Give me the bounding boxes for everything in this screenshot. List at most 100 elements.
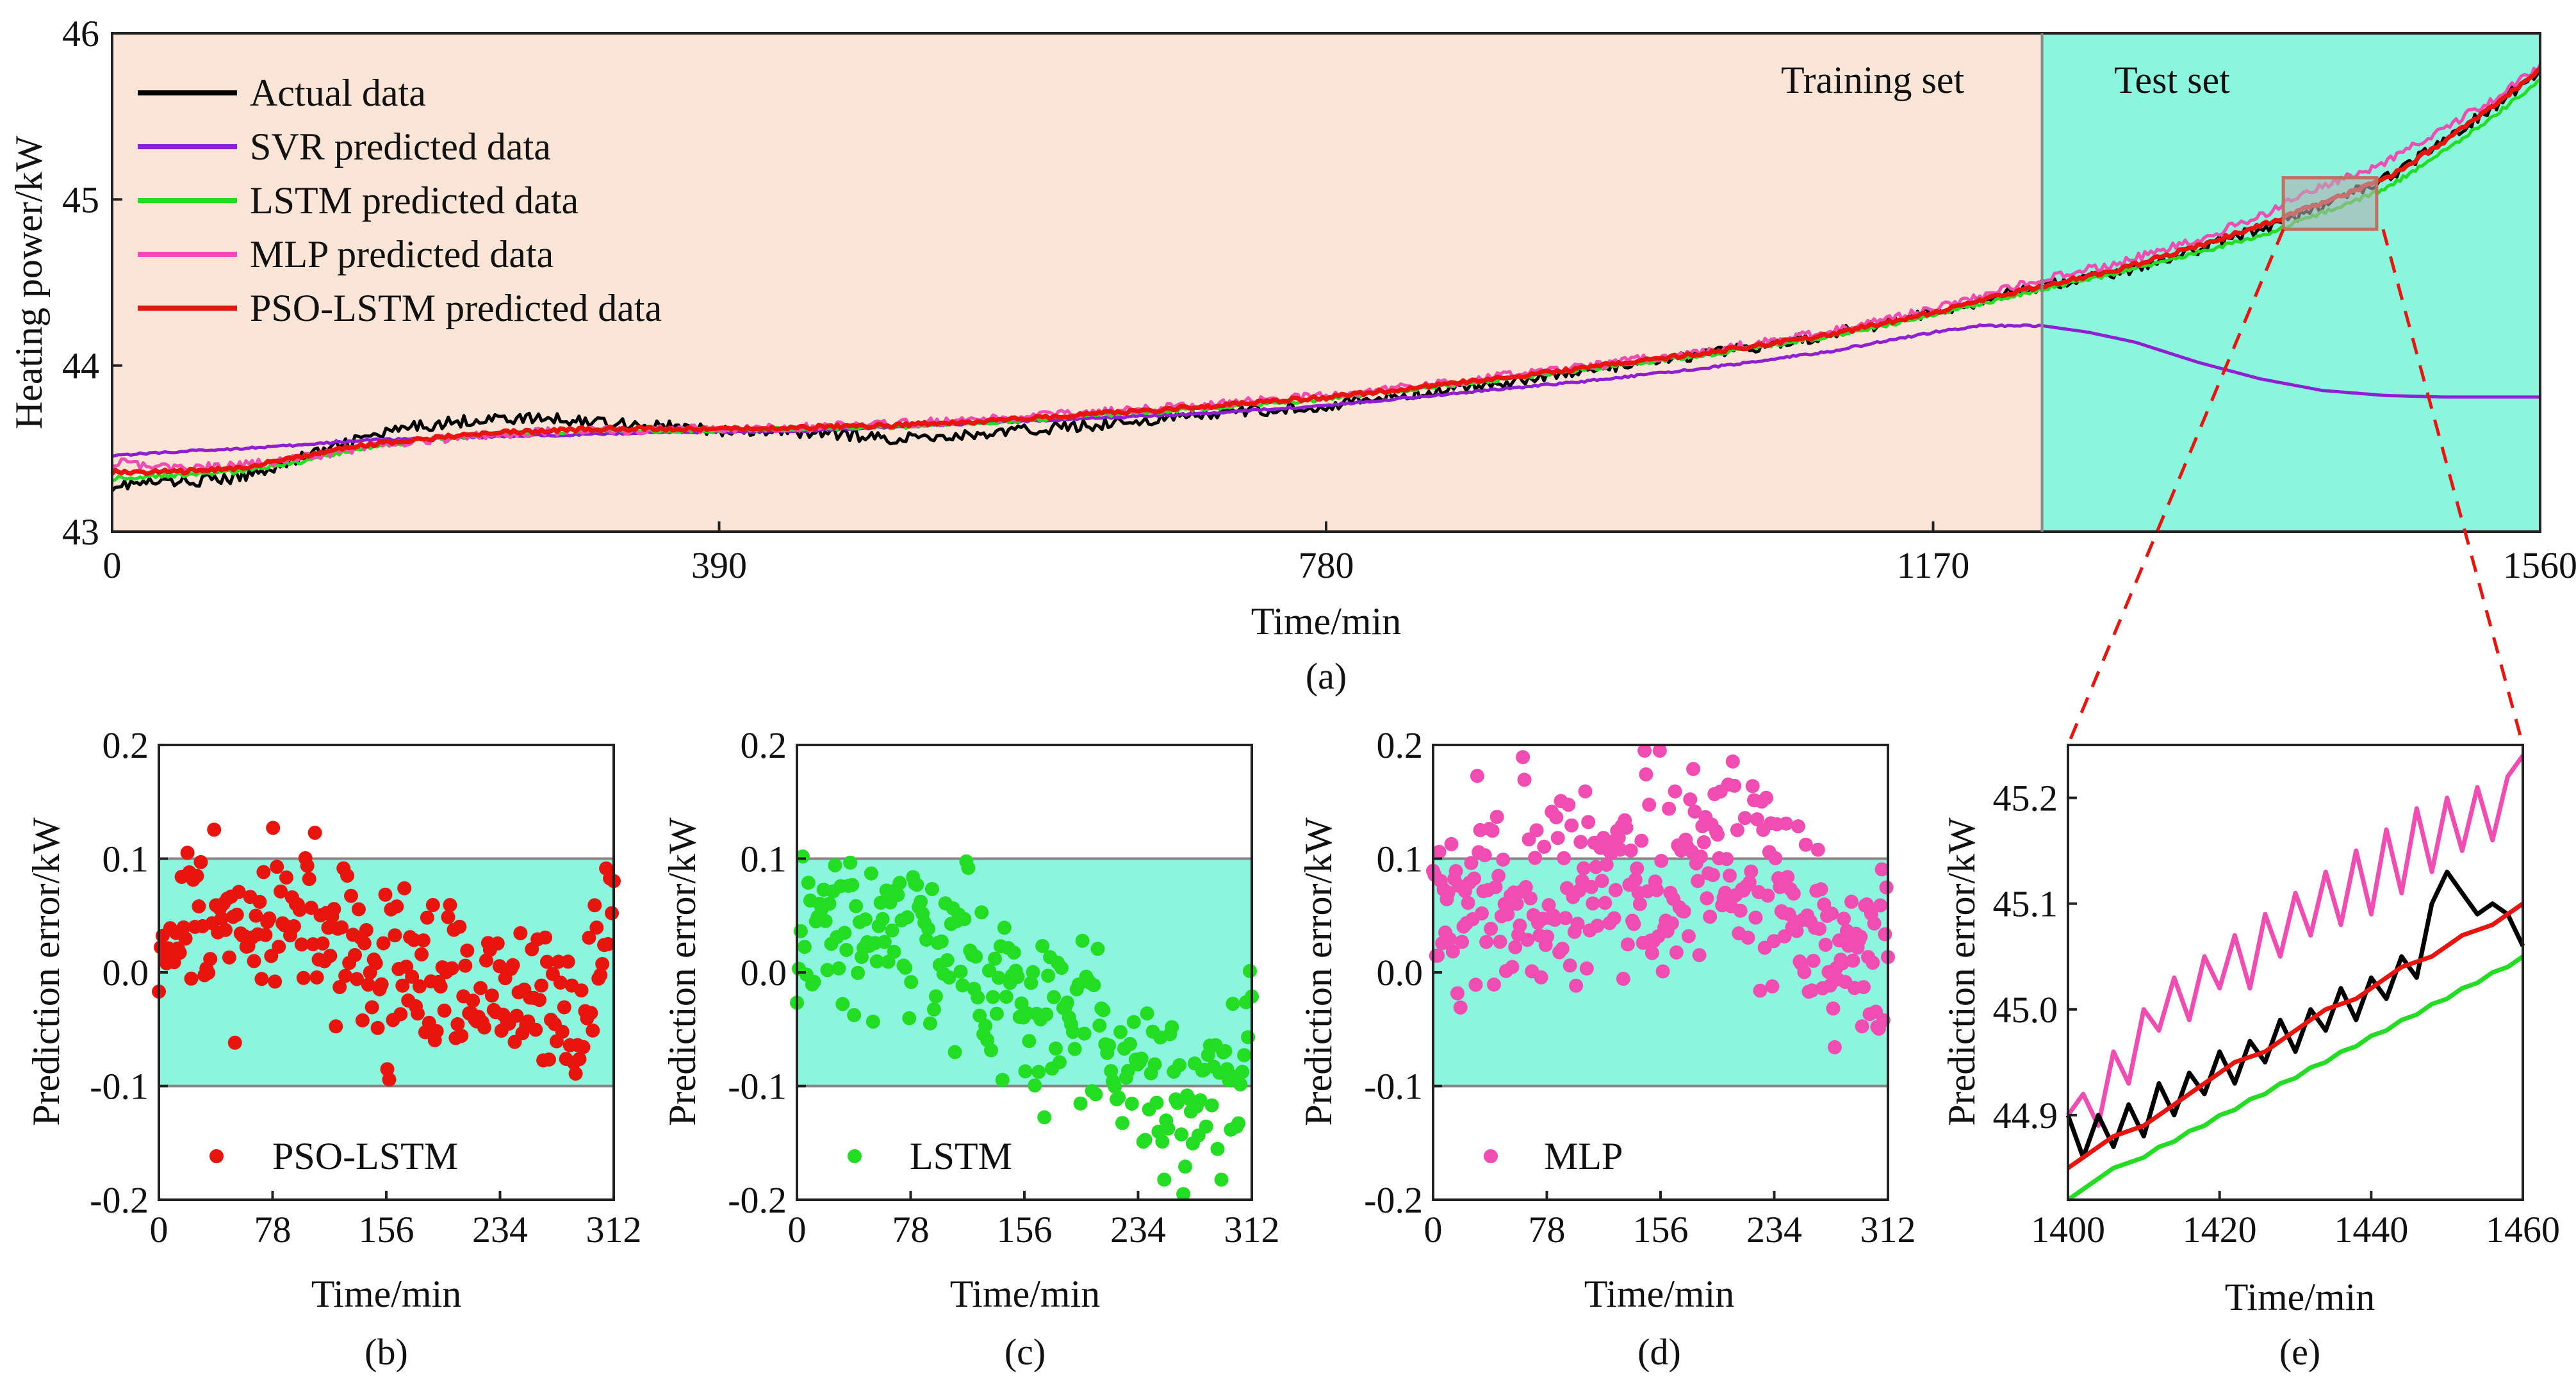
scatter-point: [1844, 894, 1858, 909]
scatter-point: [172, 945, 187, 960]
scatter-point: [1607, 911, 1621, 926]
scatter-point: [1683, 792, 1698, 806]
scatter-point: [300, 858, 315, 873]
scatter-point: [1214, 1172, 1229, 1187]
scatter-point: [1157, 1172, 1172, 1187]
scatter-point: [1855, 1019, 1869, 1034]
scatter-point: [1204, 1098, 1219, 1113]
scatter-point: [820, 963, 835, 977]
scatter-point: [466, 993, 480, 1008]
scatter-point: [473, 981, 488, 995]
scatter-point: [1719, 852, 1734, 867]
scatter-point: [605, 906, 619, 920]
panel-e-caption: (e): [2279, 1331, 2320, 1373]
scatter-point: [1470, 769, 1484, 783]
scatter-point: [254, 972, 269, 986]
scatter-point: [258, 928, 273, 942]
panel-e-ylabel: Prediction error/kW: [1940, 817, 1983, 1126]
scatter-point: [942, 970, 956, 985]
scatter-point: [1006, 945, 1021, 960]
scatter-point: [1557, 851, 1571, 865]
scatter-point: [885, 923, 899, 938]
scatter-point: [1518, 879, 1533, 894]
scatter-point: [1067, 1042, 1082, 1056]
scatter-point: [1691, 874, 1705, 888]
zoom-connector-right: [2381, 229, 2525, 746]
scatter-point: [1730, 822, 1744, 837]
scatter-point: [1586, 896, 1600, 911]
scatter-point: [1745, 779, 1760, 794]
panel-a-x-ticks: 0 390 780 1170 1560: [103, 521, 2576, 586]
scatter-point: [1540, 929, 1555, 944]
scatter-point: [1528, 851, 1543, 865]
scatter-point: [1642, 797, 1657, 812]
scatter-point: [1652, 743, 1667, 758]
scatter-point: [1087, 978, 1101, 992]
scatter-point: [1686, 762, 1701, 776]
scatter-point: [1077, 1026, 1092, 1041]
scatter-point: [1818, 937, 1833, 952]
xtick-label: 312: [1860, 1209, 1916, 1250]
ytick-label: 0.2: [1377, 724, 1423, 766]
scatter-point: [393, 1007, 408, 1022]
scatter-point: [1773, 879, 1787, 894]
scatter-point: [1561, 797, 1576, 812]
scatter-point: [593, 968, 608, 983]
scatter-point: [1487, 977, 1501, 992]
scatter-point: [1088, 1087, 1103, 1102]
scatter-point: [1441, 885, 1456, 900]
scatter-point: [1432, 844, 1447, 859]
scatter-point: [1134, 1051, 1149, 1066]
scatter-point: [1102, 1038, 1117, 1053]
scatter-point: [984, 1043, 998, 1058]
scatter-point: [1627, 917, 1641, 931]
scatter-point: [1516, 750, 1530, 764]
scatter-point: [877, 935, 892, 949]
scatter-point: [900, 910, 915, 924]
scatter-point: [574, 983, 589, 998]
panel-a-xlabel: Time/min: [1251, 600, 1402, 642]
scatter-point: [1578, 784, 1593, 799]
scatter-point: [1477, 848, 1492, 863]
ytick-label: 0.2: [741, 724, 787, 766]
xtick-label: 312: [1224, 1209, 1280, 1250]
scatter-point: [1126, 1015, 1141, 1029]
scatter-point: [999, 990, 1013, 1004]
scatter-point: [296, 970, 311, 985]
scatter-point: [986, 990, 1000, 1004]
scatter-point: [534, 978, 549, 993]
scatter-point: [1778, 816, 1793, 831]
scatter-point: [492, 959, 507, 974]
scatter-point: [262, 911, 277, 926]
scatter-point: [1705, 868, 1720, 883]
scatter-point: [334, 920, 349, 935]
zoom-series-line-mlp: [2066, 754, 2525, 1128]
scatter-point: [378, 887, 393, 902]
panel-c-ylabel: Prediction error/kW: [661, 817, 703, 1126]
scatter-point: [1037, 1110, 1052, 1125]
scatter-point: [1041, 969, 1056, 983]
scatter-point: [201, 965, 216, 980]
xtick-label: 78: [892, 1209, 930, 1250]
scatter-point: [1517, 773, 1532, 787]
scatter-point: [926, 1002, 941, 1017]
scatter-point: [1165, 1020, 1179, 1034]
scatter-point: [1149, 1095, 1164, 1110]
panel-a-region-label-test: Test set: [2114, 59, 2230, 101]
scatter-point: [1461, 895, 1475, 910]
scatter-point: [266, 821, 281, 835]
scatter-point: [1846, 953, 1860, 968]
scatter-point: [1664, 916, 1679, 931]
scatter-point: [292, 903, 307, 917]
panel-e-xlabel: Time/min: [2225, 1276, 2375, 1318]
scatter-point: [1569, 978, 1584, 993]
scatter-point: [340, 869, 355, 883]
scatter-point: [978, 1018, 993, 1033]
scatter-point: [437, 1003, 452, 1018]
xtick-label: 1420: [2183, 1209, 2257, 1250]
scatter-point: [1237, 1048, 1252, 1063]
scatter-point: [948, 1045, 962, 1059]
scatter-point: [1611, 831, 1626, 845]
a-xtick-label: 1170: [1897, 544, 1970, 586]
